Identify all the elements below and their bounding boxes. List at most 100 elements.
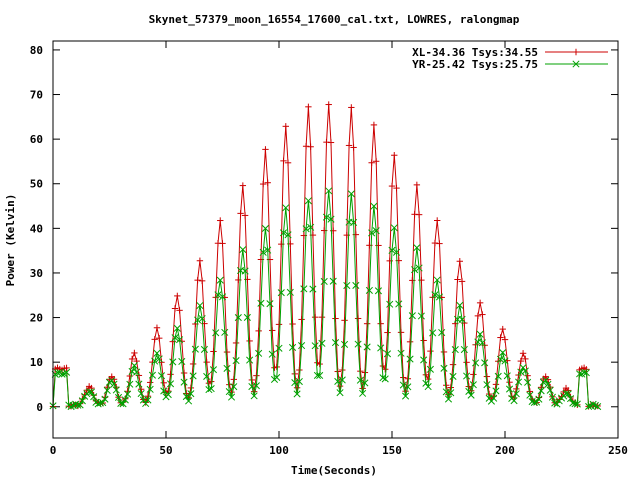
data-point <box>413 181 421 189</box>
data-point <box>205 386 213 394</box>
data-point <box>417 312 425 320</box>
data-point <box>487 397 495 405</box>
data-point <box>189 372 197 380</box>
data-point <box>585 402 593 411</box>
y-tick-label: 20 <box>30 312 43 325</box>
data-point <box>483 373 491 380</box>
data-point <box>196 257 204 264</box>
data-point <box>456 301 464 309</box>
data-point <box>53 369 62 377</box>
data-point <box>537 387 545 395</box>
data-point <box>458 315 466 323</box>
data-point <box>331 339 340 347</box>
data-point <box>467 391 475 399</box>
data-point <box>302 143 310 150</box>
data-point <box>426 365 434 373</box>
data-point <box>182 392 190 401</box>
data-point <box>388 246 396 254</box>
data-point <box>230 383 238 391</box>
data-point <box>135 380 143 388</box>
data-point <box>176 336 184 344</box>
data-point <box>142 399 150 408</box>
data-point <box>438 328 446 337</box>
data-point <box>241 212 249 219</box>
data-point <box>361 369 369 376</box>
data-point <box>573 400 581 408</box>
data-point <box>440 348 448 356</box>
data-point <box>178 357 186 366</box>
data-point <box>108 377 116 385</box>
data-point <box>214 291 222 299</box>
chart-title: Skynet_57379_moon_16554_17600_cal.txt, L… <box>149 13 520 26</box>
data-point <box>420 337 427 344</box>
data-point <box>313 371 321 379</box>
data-point <box>454 276 461 283</box>
data-point <box>368 229 376 237</box>
data-point <box>469 381 477 389</box>
data-point <box>295 377 303 386</box>
data-point <box>492 381 500 388</box>
data-point <box>153 349 161 357</box>
data-point <box>519 350 527 357</box>
data-point <box>530 398 538 406</box>
data-point <box>451 346 459 354</box>
data-point <box>196 301 204 310</box>
x-tick-label: 50 <box>159 444 172 457</box>
data-point <box>497 334 504 341</box>
data-point <box>415 211 423 218</box>
data-point <box>433 276 441 284</box>
data-point <box>422 379 430 387</box>
data-point <box>114 393 123 402</box>
data-point <box>268 350 276 358</box>
data-point <box>243 313 251 322</box>
data-point <box>343 281 351 290</box>
data-point <box>282 123 289 130</box>
data-point <box>379 362 387 370</box>
data-point <box>293 390 301 398</box>
data-point <box>363 343 371 351</box>
data-point <box>269 327 276 334</box>
data-point <box>216 276 224 284</box>
data-point <box>252 382 260 390</box>
data-point <box>63 368 71 376</box>
data-point <box>239 182 247 189</box>
data-point <box>356 376 364 384</box>
data-point <box>397 329 405 336</box>
data-point <box>180 378 188 386</box>
data-point <box>180 369 188 377</box>
data-point <box>449 372 457 381</box>
data-point <box>465 387 473 395</box>
data-point <box>212 329 220 337</box>
data-point <box>370 121 378 129</box>
data-point <box>217 217 224 224</box>
data-point <box>266 300 274 308</box>
data-point <box>399 381 407 389</box>
series-layer <box>49 101 602 411</box>
data-point <box>354 315 362 322</box>
data-point <box>472 359 480 367</box>
data-point <box>522 355 529 363</box>
data-point <box>395 300 403 308</box>
data-point <box>569 399 577 407</box>
data-point <box>137 386 145 393</box>
data-point <box>262 146 269 153</box>
data-point <box>402 392 410 400</box>
data-point <box>350 218 358 226</box>
data-point <box>576 370 584 378</box>
data-point <box>456 258 463 265</box>
data-point <box>512 390 520 398</box>
data-point <box>436 240 443 247</box>
legend-swatch-marker <box>572 48 580 56</box>
data-point <box>494 372 502 380</box>
data-point <box>232 339 240 347</box>
y-axis-label: Power (Kelvin) <box>4 194 17 287</box>
data-point <box>273 363 280 371</box>
x-tick-label: 200 <box>495 444 515 457</box>
data-point <box>513 385 520 393</box>
data-point <box>63 364 70 372</box>
data-point <box>157 372 166 380</box>
data-point <box>368 159 375 166</box>
data-point <box>359 389 367 397</box>
data-point <box>304 197 312 205</box>
data-point <box>332 315 339 322</box>
